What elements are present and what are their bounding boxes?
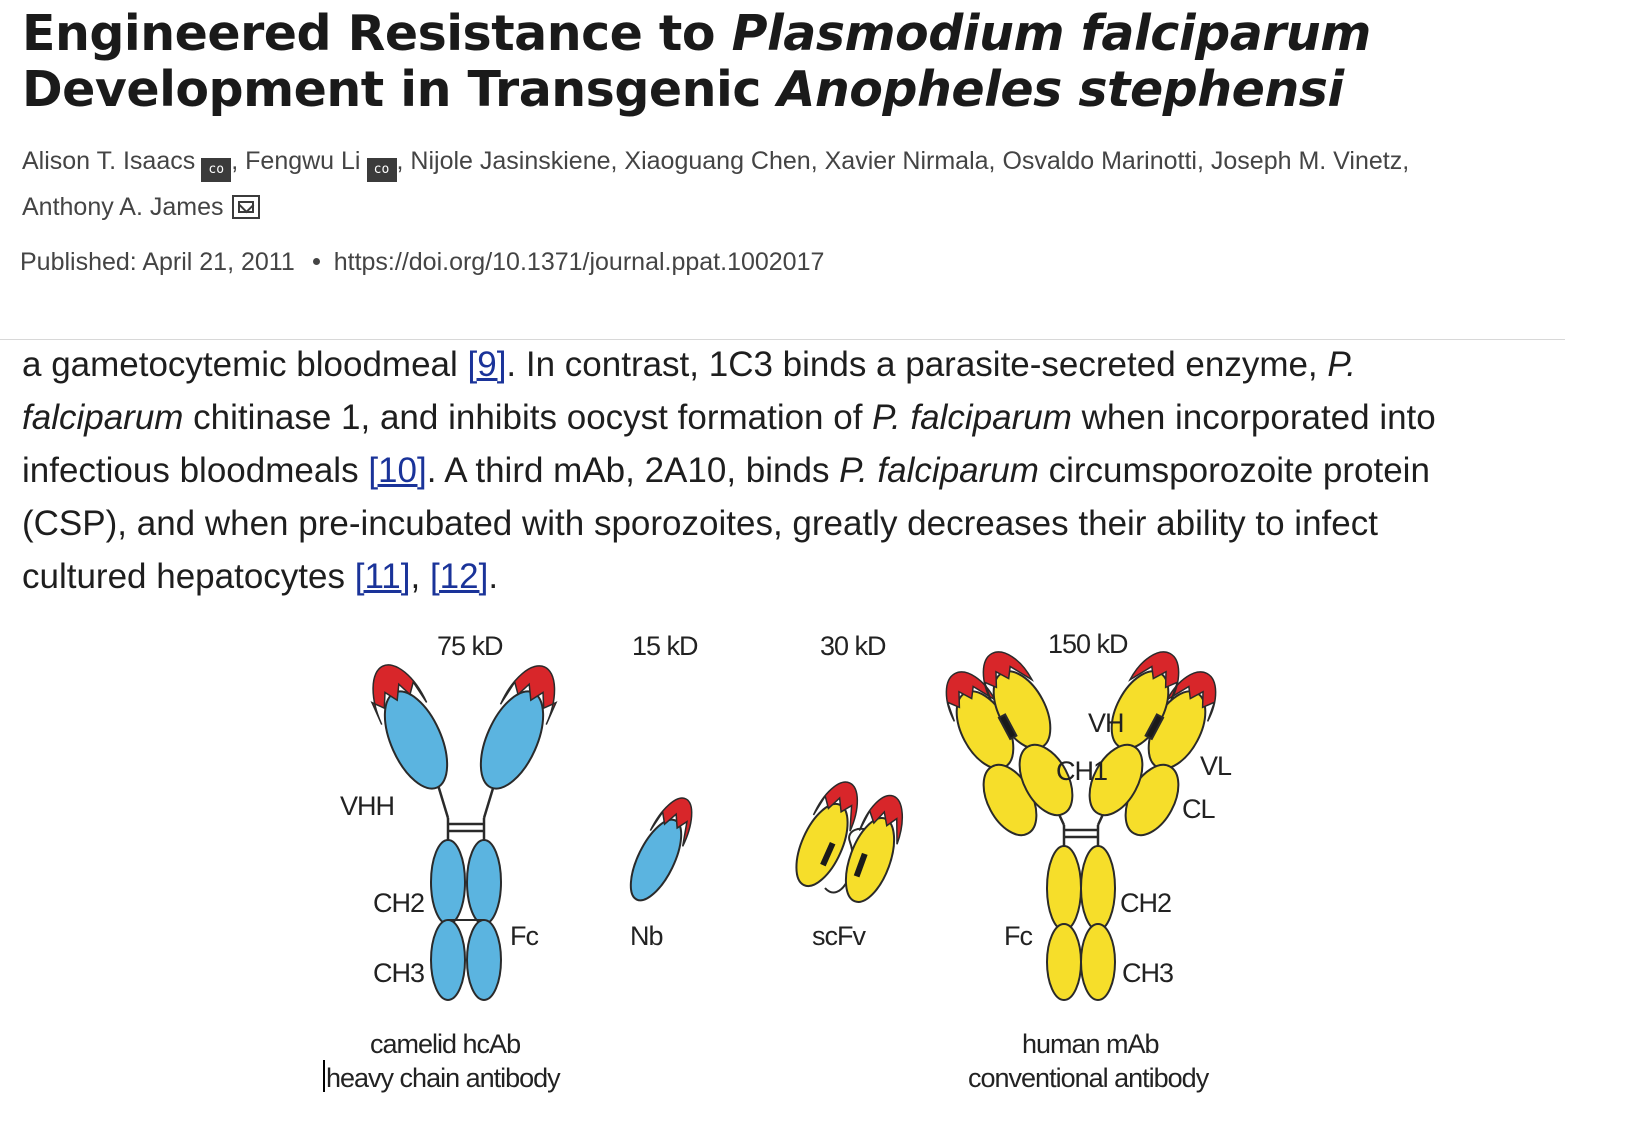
label-ch3-right: CH3 [1122,958,1173,988]
ch3-domain [466,919,502,1001]
mass-label-mab: 150 kD [1048,629,1128,659]
bullet-separator [312,258,320,265]
ch2-domain [430,839,466,925]
vhh-domain [479,665,558,790]
label-vhh: VHH [340,791,394,821]
camelid-hcab [370,664,558,1001]
ch2-domain [466,839,502,925]
published-date: Published: April 21, 2011 [20,248,295,276]
label-ch2-left: CH2 [373,888,424,918]
author-link[interactable]: Anthony A. James [22,193,260,221]
label-ch3-left: CH3 [373,958,424,988]
divider [0,339,1565,340]
caption-hcab-line1: camelid hcAb [370,1029,520,1059]
author-link[interactable]: Joseph M. Vinetz [1210,147,1403,175]
author-link[interactable]: Fengwu Li co [245,147,397,182]
label-scfv: scFv [812,921,866,951]
label-fc-left: Fc [510,921,538,951]
author-link[interactable]: Nijole Jasinskiene [410,147,611,175]
publication-info: Published: April 21, 2011 https://doi.org… [20,248,824,277]
ch2-domain [1046,845,1082,931]
doi-link[interactable]: https://doi.org/10.1371/journal.ppat.100… [333,248,825,276]
antibody-figure: 75 kD 15 kD 30 kD 150 kD [323,629,1233,1093]
caption-mab-line1: human mAb [1022,1029,1159,1059]
citation-link[interactable]: [11] [354,557,411,596]
scfv [795,781,904,903]
body-paragraph: a gametocytemic bloodmeal [9]. In contra… [22,345,1436,596]
label-cl: CL [1182,794,1215,824]
co-author-badge[interactable]: co [201,158,232,182]
human-mab [945,651,1217,1001]
author-link[interactable]: Alison T. Isaacs co [22,147,232,182]
author-list: Alison T. Isaacs co, Fengwu Li co, Nijole … [22,147,1410,221]
vhh-domain [370,664,449,790]
label-ch2-right: CH2 [1120,888,1171,918]
author-link[interactable]: Xavier Nirmala [824,147,989,175]
mass-label-nb: 15 kD [632,631,698,661]
author-link[interactable]: Osvaldo Marinotti [1002,147,1197,175]
label-ch1: CH1 [1056,756,1107,786]
caption-mab-line2: conventional antibody [968,1063,1210,1093]
mass-label-hcab: 75 kD [437,631,503,661]
label-vl: VL [1200,751,1232,781]
label-vh: VH [1088,708,1124,738]
citation-link[interactable]: [10] [368,451,427,490]
ch3-domain [1046,923,1082,1001]
nanobody [629,797,693,902]
ch3-domain [1080,923,1116,1001]
mail-icon[interactable] [231,195,260,219]
ch2-domain [1080,845,1116,931]
citation-link[interactable]: [12] [429,557,489,596]
co-author-badge[interactable]: co [366,158,397,182]
author-link[interactable]: Xiaoguang Chen [624,147,811,175]
caption-hcab-line2: heavy chain antibody [326,1063,561,1093]
label-fc-right: Fc [1004,921,1032,951]
citation-link[interactable]: [9] [467,345,507,384]
mass-label-scfv: 30 kD [820,631,886,661]
ch3-domain [430,919,466,1001]
label-nb: Nb [630,921,663,951]
article-title: Engineered Resistance to Plasmodium falc… [22,5,1371,118]
